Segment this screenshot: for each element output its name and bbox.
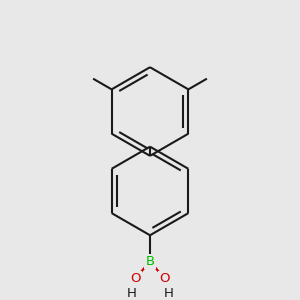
Text: B: B [146,255,154,268]
Text: O: O [130,272,140,285]
Text: H: H [126,287,136,300]
Text: H: H [164,287,174,300]
Text: O: O [160,272,170,285]
